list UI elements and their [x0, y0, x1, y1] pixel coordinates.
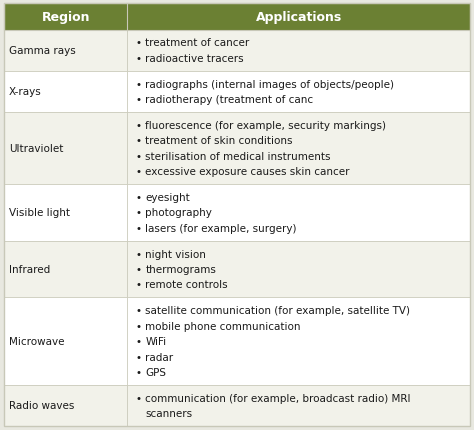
Bar — [128, 184, 470, 241]
Text: Gamma rays: Gamma rays — [9, 46, 76, 56]
Text: •: • — [136, 321, 142, 331]
Bar — [4, 72, 128, 113]
Text: •: • — [136, 264, 142, 274]
Text: scanners: scanners — [146, 408, 192, 418]
Text: •: • — [136, 223, 142, 233]
Text: •: • — [136, 336, 142, 346]
Text: •: • — [136, 151, 142, 161]
Bar — [4, 241, 128, 298]
Bar — [4, 184, 128, 241]
Text: sterilisation of medical instruments: sterilisation of medical instruments — [146, 151, 331, 161]
Bar — [128, 298, 470, 385]
Bar — [4, 113, 128, 184]
Text: Radio waves: Radio waves — [9, 400, 74, 411]
Text: WiFi: WiFi — [146, 336, 167, 346]
Text: •: • — [136, 120, 142, 130]
Text: fluorescence (for example, security markings): fluorescence (for example, security mark… — [146, 120, 386, 130]
Bar — [4, 298, 128, 385]
Bar — [128, 385, 470, 426]
Text: GPS: GPS — [146, 367, 166, 377]
Bar — [128, 31, 470, 72]
Bar — [128, 72, 470, 113]
Text: radiotherapy (treatment of canc: radiotherapy (treatment of canc — [146, 95, 314, 105]
Bar — [128, 241, 470, 298]
Text: •: • — [136, 367, 142, 377]
Text: •: • — [136, 393, 142, 403]
Text: Applications: Applications — [255, 11, 342, 24]
Text: photography: photography — [146, 208, 212, 218]
Bar — [128, 113, 470, 184]
Text: Infrared: Infrared — [9, 264, 50, 274]
Text: mobile phone communication: mobile phone communication — [146, 321, 301, 331]
Text: •: • — [136, 38, 142, 48]
Bar — [4, 31, 128, 72]
Text: Ultraviolet: Ultraviolet — [9, 144, 64, 154]
Text: X-rays: X-rays — [9, 87, 42, 97]
Text: •: • — [136, 352, 142, 362]
Text: radiographs (internal images of objects/people): radiographs (internal images of objects/… — [146, 80, 394, 89]
Text: communication (for example, broadcast radio) MRI: communication (for example, broadcast ra… — [146, 393, 411, 403]
Text: •: • — [136, 80, 142, 89]
Text: •: • — [136, 280, 142, 290]
Text: •: • — [136, 54, 142, 64]
Text: •: • — [136, 167, 142, 177]
Text: eyesight: eyesight — [146, 193, 190, 203]
Text: Visible light: Visible light — [9, 208, 70, 218]
Text: •: • — [136, 305, 142, 315]
Text: radioactive tracers: radioactive tracers — [146, 54, 244, 64]
Text: •: • — [136, 249, 142, 259]
Text: night vision: night vision — [146, 249, 206, 259]
Text: treatment of cancer: treatment of cancer — [146, 38, 250, 48]
Text: thermograms: thermograms — [146, 264, 216, 274]
Text: excessive exposure causes skin cancer: excessive exposure causes skin cancer — [146, 167, 350, 177]
Text: •: • — [136, 193, 142, 203]
Text: •: • — [136, 136, 142, 146]
Text: Microwave: Microwave — [9, 336, 64, 346]
Text: remote controls: remote controls — [146, 280, 228, 290]
Text: lasers (for example, surgery): lasers (for example, surgery) — [146, 223, 297, 233]
Text: •: • — [136, 208, 142, 218]
Text: Region: Region — [42, 11, 90, 24]
Text: •: • — [136, 95, 142, 105]
Bar — [4, 385, 128, 426]
Bar — [4, 4, 470, 31]
Text: treatment of skin conditions: treatment of skin conditions — [146, 136, 293, 146]
Text: radar: radar — [146, 352, 173, 362]
Text: satellite communication (for example, satellite TV): satellite communication (for example, sa… — [146, 305, 410, 315]
